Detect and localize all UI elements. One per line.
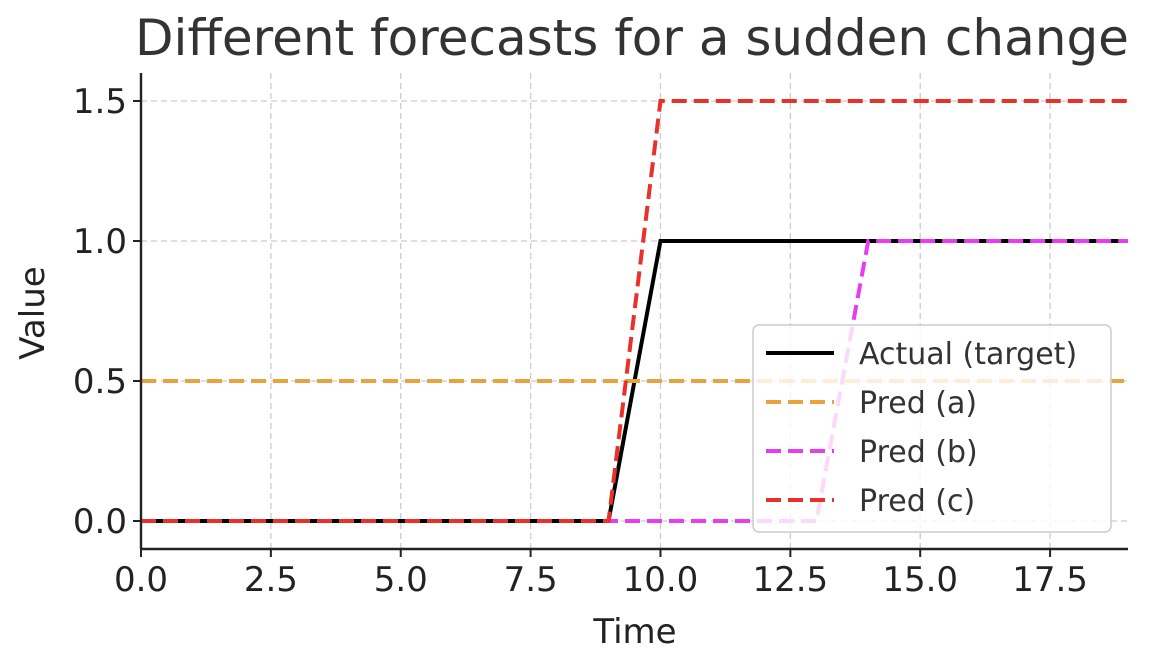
ticks-layer: 0.0 2.5 5.0 7.5 10.0 12.5 15.0 17.5 0.0 0.5 1.0 1.5 bbox=[73, 82, 1088, 600]
axes-layer bbox=[139, 73, 1128, 551]
legend-label-2: Pred (b) bbox=[859, 435, 978, 470]
x-tick-label: 2.5 bbox=[244, 560, 298, 600]
y-axis-label: Value bbox=[13, 266, 53, 359]
legend: Actual (target) Pred (a) Pred (b) Pred (c) bbox=[752, 324, 1112, 533]
x-tick-label: 17.5 bbox=[1012, 560, 1088, 600]
x-tick-label: 7.5 bbox=[504, 560, 558, 600]
x-tick-label: 0.0 bbox=[114, 560, 168, 600]
x-tick-label: 10.0 bbox=[623, 560, 699, 600]
legend-box bbox=[752, 324, 1112, 533]
x-tick-label: 5.0 bbox=[374, 560, 428, 600]
legend-label-3: Pred (c) bbox=[859, 484, 975, 519]
x-axis-label: Time bbox=[592, 612, 676, 652]
y-tick-label: 0.0 bbox=[73, 502, 127, 542]
y-tick-label: 1.0 bbox=[73, 222, 127, 262]
y-tick-label: 1.5 bbox=[73, 82, 127, 122]
legend-label-0: Actual (target) bbox=[859, 337, 1077, 372]
series-line-3 bbox=[141, 99, 1128, 523]
chart-title: Different forecasts for a sudden change bbox=[135, 9, 1129, 67]
x-tick-label: 15.0 bbox=[882, 560, 958, 600]
x-tick-label: 12.5 bbox=[752, 560, 828, 600]
y-tick-label: 0.5 bbox=[73, 362, 127, 402]
legend-label-1: Pred (a) bbox=[859, 386, 977, 421]
